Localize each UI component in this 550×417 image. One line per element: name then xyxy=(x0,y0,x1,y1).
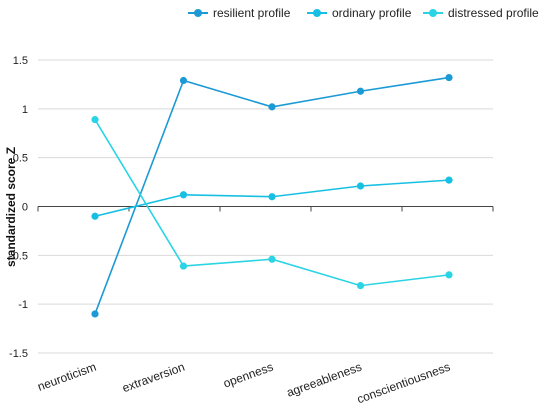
legend-marker xyxy=(194,9,202,17)
legend-marker xyxy=(313,9,321,17)
legend-label: distressed profile xyxy=(448,6,539,20)
data-point xyxy=(268,255,276,263)
data-point xyxy=(268,103,276,111)
y-tick-label: 1.5 xyxy=(13,55,28,67)
data-point xyxy=(356,182,365,190)
data-point xyxy=(268,193,276,201)
data-point xyxy=(356,87,365,95)
x-tick-label: extraversion xyxy=(120,360,186,396)
data-point xyxy=(179,191,188,199)
data-point xyxy=(445,73,453,82)
y-tick-label: -1 xyxy=(18,299,28,311)
x-tick-label: agreeableness xyxy=(285,360,364,400)
x-tick-label: conscientiousness xyxy=(355,360,452,407)
legend-label: resilient profile xyxy=(213,6,291,20)
legend-marker xyxy=(429,9,437,17)
data-point xyxy=(179,262,188,270)
gridlines xyxy=(38,59,493,354)
data-point xyxy=(91,310,99,318)
data-point xyxy=(356,282,365,290)
legend: resilient profile ordinary profile distres… xyxy=(188,6,539,20)
data-point xyxy=(445,271,453,279)
data-point xyxy=(179,76,188,85)
y-axis-label: standardized score Z xyxy=(4,147,18,267)
data-point xyxy=(445,176,453,184)
data-point xyxy=(91,115,99,124)
y-tick-label: -1.5 xyxy=(9,348,28,360)
x-axis xyxy=(37,206,494,212)
y-tick-label: 1 xyxy=(22,104,28,116)
data-point xyxy=(91,212,99,220)
x-tick-label: openness xyxy=(221,360,275,391)
x-axis-ticks: neuroticism extraversion openness agreeable… xyxy=(36,360,452,407)
legend-label: ordinary profile xyxy=(332,6,412,20)
y-tick-label: 0.5 xyxy=(13,153,28,165)
y-tick-label: -0.5 xyxy=(9,250,28,262)
y-tick-label: 0 xyxy=(22,202,28,214)
x-tick-label: neuroticism xyxy=(36,360,98,394)
series-lines xyxy=(91,73,453,318)
y-axis-ticks: 1.5 1 0.5 0 -0.5 -1 -1.5 xyxy=(9,55,28,360)
